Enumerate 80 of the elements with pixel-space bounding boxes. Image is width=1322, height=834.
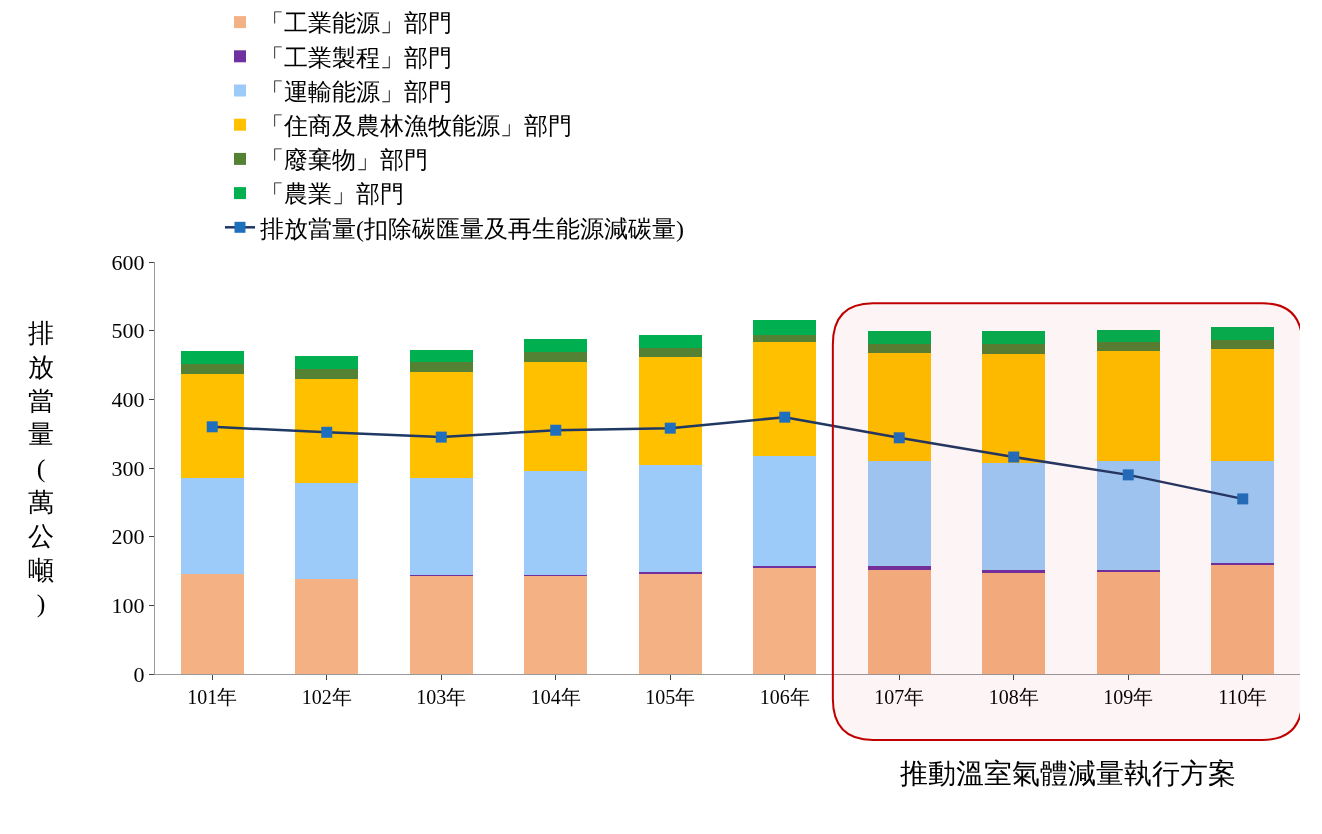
bar [982,573,1046,674]
bar [867,343,931,354]
y-tick-label: 0 [133,661,145,687]
bar [524,361,588,471]
bar [867,353,931,462]
x-tick-label: 102年 [301,686,352,708]
bar [753,565,817,568]
legend-label: 「農業」部門 [259,181,404,208]
bar [295,483,359,580]
bar [638,464,702,573]
bar [867,330,931,344]
x-tick-label: 107年 [874,686,925,708]
bar [180,478,244,574]
y-tick-label: 200 [111,524,145,550]
text: 排放當量(萬公噸) [28,319,54,619]
bar [524,351,588,362]
legend-label: 「工業製程」部門 [259,44,452,71]
bar [180,373,244,479]
bar [1211,326,1275,340]
x-tick-label: 101年 [187,686,238,708]
x-tick-label: 109年 [1103,686,1154,708]
bar [1096,341,1160,351]
bar [524,575,588,674]
bar [1211,339,1275,350]
bar [982,331,1046,344]
bar [982,354,1046,463]
bar [1096,461,1160,571]
y-tick-label: 500 [111,318,145,344]
bar [867,461,931,567]
y-tick-label: 300 [111,455,145,481]
bar [409,349,473,363]
x-tick-label: 106年 [759,686,810,708]
bar [1211,349,1275,462]
legend-label: 「住商及農林漁牧能源」部門 [259,113,572,140]
bar [753,320,817,335]
bar [867,569,931,674]
bar [638,347,702,357]
y-tick-label: 600 [111,249,145,275]
bar [982,343,1046,355]
bar [982,570,1046,574]
bar [295,369,359,379]
bar [753,567,817,674]
bar [409,477,473,576]
bar [1096,350,1160,462]
bar [1211,564,1275,674]
bar [524,338,588,352]
bar [638,356,702,465]
bar [409,371,473,478]
bar [409,575,473,674]
bar [180,573,244,674]
y-tick-label: 100 [111,593,145,619]
bar [753,341,817,457]
legend-label: 「廢棄物」部門 [259,147,428,174]
bar [1211,461,1275,564]
bar [295,356,359,370]
bar [295,378,359,484]
bar [638,334,702,348]
x-tick-label: 104年 [530,686,581,708]
bar [409,362,473,372]
legend-label: 「工業能源」部門 [259,10,452,37]
bar [638,572,702,575]
bar [180,363,244,374]
bar [524,470,588,576]
band-label: 推動溫室氣體減量執行方案 [900,758,1236,789]
x-tick-label: 103年 [416,686,467,708]
bar [638,574,702,674]
bar [295,579,359,674]
x-tick-label: 108年 [988,686,1039,708]
y-tick-label: 400 [111,387,145,413]
x-tick-label: 110年 [1218,686,1268,708]
bar [180,350,244,364]
x-tick-label: 105年 [645,686,696,708]
bar [1096,571,1160,674]
bar [753,334,817,342]
legend-label: 「運輸能源」部門 [259,78,452,105]
bar [982,462,1046,571]
bar [753,456,817,566]
legend-label: 排放當量(扣除碳匯量及再生能源減碳量) [259,215,684,242]
bar [867,566,931,570]
bar [1096,329,1160,342]
